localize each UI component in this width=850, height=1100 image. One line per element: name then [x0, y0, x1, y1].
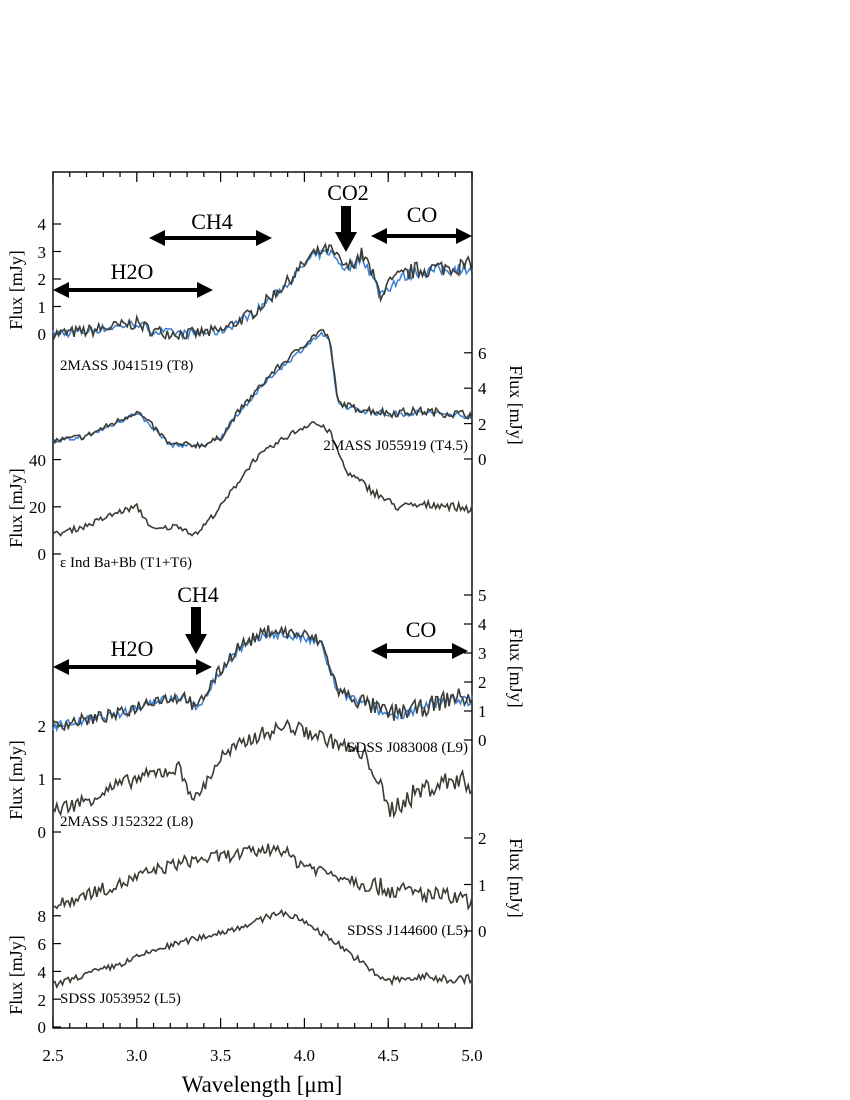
- co-band-arrow-bottom: [371, 643, 468, 659]
- plot-frame: [52, 171, 473, 1029]
- y-tick-label: 1: [38, 298, 47, 317]
- y-tick-label: 2: [38, 270, 47, 289]
- object-label-l8: 2MASS J152322 (L8): [60, 814, 193, 830]
- observed-spectrum-line-eps: [52, 421, 473, 537]
- y-tick-label: 4: [38, 215, 47, 234]
- h2o-band-arrow-bottom: [53, 659, 212, 675]
- x-tick-label: 5.0: [461, 1046, 482, 1065]
- object-label-l5a: SDSS J144600 (L5): [347, 923, 468, 939]
- h2o-band-arrow-top: [53, 282, 213, 298]
- y-tick-label: 2: [478, 829, 487, 848]
- x-tick-label: 3.0: [126, 1046, 147, 1065]
- series-layer: [52, 242, 473, 989]
- band-arrows: [53, 206, 472, 675]
- y-axis-label-t8: Flux [mJy]: [6, 250, 26, 330]
- y-tick-label: 6: [38, 935, 47, 954]
- y-tick-label: 0: [478, 922, 487, 941]
- x-axis-label: Wavelength [μm]: [182, 1072, 343, 1097]
- observed-spectrum-line-l8: [52, 718, 473, 819]
- object-label-l5b: SDSS J053952 (L5): [60, 991, 181, 1007]
- observed-spectrum-line-t8: [52, 242, 473, 341]
- y-tick-label: 0: [38, 325, 47, 344]
- y-tick-label: 3: [478, 644, 487, 663]
- co-band-arrow-top: [371, 228, 472, 244]
- feature-label-co2: CO2: [327, 180, 369, 205]
- y-tick-label: 2: [38, 717, 47, 736]
- model-spectrum-line-t45: [52, 330, 473, 449]
- y-tick-label: 1: [478, 702, 487, 721]
- y-tick-label: 0: [38, 823, 47, 842]
- y-tick-label: 0: [478, 450, 487, 469]
- y-tick-label: 5: [478, 586, 487, 605]
- feature-label-h2o-top: H2O: [111, 259, 154, 284]
- feature-label-ch4-bottom: CH4: [177, 582, 219, 607]
- model-spectrum-line-t8: [52, 248, 473, 341]
- x-tick-label: 4.0: [294, 1046, 315, 1065]
- co2-band-arrow: [335, 206, 357, 252]
- object-label-t8: 2MASS J041519 (T8): [60, 358, 193, 374]
- feature-label-ch4-top: CH4: [191, 209, 233, 234]
- y-tick-label: 4: [478, 379, 487, 398]
- y-tick-label: 4: [38, 963, 47, 982]
- object-label-eps: ε Ind Ba+Bb (T1+T6): [60, 555, 192, 571]
- y-tick-label: 0: [38, 1018, 47, 1037]
- x-tick-label: 2.5: [42, 1046, 63, 1065]
- y-tick-label: 0: [38, 545, 47, 564]
- feature-label-co-top: CO: [407, 202, 438, 227]
- feature-label-h2o-bottom: H2O: [111, 636, 154, 661]
- y-tick-label: 8: [38, 907, 47, 926]
- feature-label-co-bottom: CO: [406, 617, 437, 642]
- ch4-band-arrow-bottom: [185, 607, 207, 654]
- observed-spectrum-line-l5a: [52, 843, 473, 911]
- y-tick-label: 2: [38, 991, 47, 1010]
- y-axis-label-eps: Flux [mJy]: [6, 468, 26, 548]
- ch4-band-arrow-top: [149, 230, 272, 246]
- object-label-t45: 2MASS J055919 (T4.5): [323, 438, 468, 454]
- object-label-l9: SDSS J083008 (L9): [347, 740, 468, 756]
- y-tick-label: 3: [38, 243, 47, 262]
- y-tick-label: 2: [478, 673, 487, 692]
- y-axis-label-t45: Flux [mJy]: [506, 365, 526, 445]
- y-axis-label-l8: Flux [mJy]: [6, 740, 26, 820]
- y-tick-label: 4: [478, 615, 487, 634]
- y-tick-label: 20: [29, 498, 46, 517]
- y-axis-label-l9: Flux [mJy]: [506, 628, 526, 708]
- y-tick-label: 6: [478, 344, 487, 363]
- observed-spectrum-line-l5b: [52, 908, 473, 989]
- y-tick-label: 0: [478, 731, 487, 750]
- y-tick-label: 40: [29, 451, 46, 470]
- y-tick-label: 1: [38, 770, 47, 789]
- observed-spectrum-line-l9: [52, 624, 473, 732]
- y-tick-label: 2: [478, 415, 487, 434]
- x-tick-label: 4.5: [378, 1046, 399, 1065]
- x-tick-label: 3.5: [210, 1046, 231, 1065]
- y-tick-label: 1: [478, 876, 487, 895]
- y-axis-label-l5a: Flux [mJy]: [506, 838, 526, 918]
- y-axis-label-l5b: Flux [mJy]: [6, 935, 26, 1015]
- tick-marks: [52, 172, 473, 1028]
- observed-spectrum-line-t45: [52, 329, 473, 450]
